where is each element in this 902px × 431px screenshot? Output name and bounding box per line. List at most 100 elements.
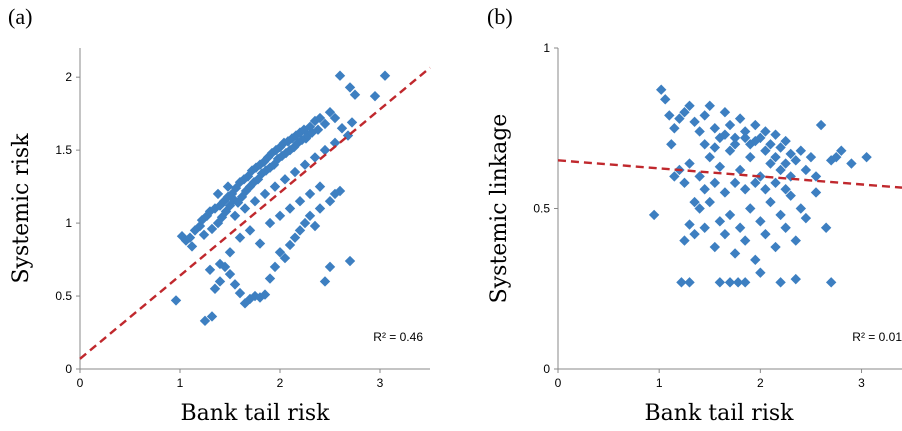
data-point [224,247,236,258]
data-point [790,155,801,166]
data-point [234,287,246,299]
data-point [760,126,771,137]
data-point [785,190,796,201]
data-point [760,228,771,240]
data-point [304,210,316,221]
r-squared-annotation: R² = 0.46 [373,330,423,344]
y-axis-title: Systemic risk [9,133,34,284]
data-point [294,196,306,207]
data-point [224,268,236,280]
x-axis-title: Bank tail risk [645,401,795,426]
data-point [329,188,341,200]
data-point [180,235,192,246]
data-point [734,222,746,233]
data-point [861,151,872,163]
y-axis-title: Systemic linkage [487,114,512,304]
data-point [669,123,680,134]
chart-panel-b: 0 0.5 1 0 1 2 3 R² = 0.01 Bank tail risk Systemic… [487,41,902,426]
data-point [660,94,671,105]
data-point [656,84,667,95]
data-point [679,177,690,189]
data-point [236,191,248,203]
data-point [734,164,746,176]
data-point [648,209,660,221]
data-point [704,151,715,163]
data-point [304,188,316,200]
y-tick-label: 0.5 [533,202,550,216]
x-tick-label: 0 [555,376,562,390]
data-point [785,148,796,160]
data-point [755,216,766,227]
data-point [745,151,756,163]
data-point [314,112,326,124]
data-point [336,123,348,134]
data-point [349,89,361,100]
data-point [689,116,700,128]
data-point [815,119,827,131]
data-point [309,152,321,163]
data-point [198,229,210,240]
data-point [729,248,741,259]
data-point [249,196,261,207]
data-point [269,181,281,192]
data-point [724,119,736,131]
data-point [719,107,731,118]
data-point [709,241,721,253]
data-point [216,212,228,223]
data-point [709,177,721,189]
data-point [719,187,731,198]
data-point [694,171,705,182]
data-point [714,216,726,227]
data-point [790,273,801,285]
data-point [810,187,822,198]
data-point [724,277,736,288]
data-point [369,90,381,102]
data-point [689,196,700,208]
data-point [820,222,832,233]
data-point [775,277,786,288]
data-point [344,255,356,267]
data-point [709,123,721,134]
data-point [669,171,680,182]
data-point [199,315,211,327]
data-point [679,235,690,246]
x-tick-label: 2 [757,376,764,390]
data-point [284,203,296,214]
data-point [805,151,817,163]
data-point [334,70,346,81]
data-point [795,145,807,156]
data-point [780,158,791,169]
data-point [765,158,776,169]
data-point [228,194,240,205]
data-point [704,100,715,111]
data-point [755,267,766,278]
data-point [729,177,741,189]
data-point [306,127,318,138]
data-point [750,254,761,266]
data-point [810,171,822,182]
data-point [212,188,224,200]
data-point [714,161,726,172]
data-point [346,117,358,128]
data-point [344,82,356,93]
data-point [220,206,232,217]
data-point [219,261,231,273]
data-point [229,279,241,290]
data-point [831,151,842,163]
data-point [739,132,751,144]
data-point [689,228,700,240]
data-point [289,166,301,178]
data-point [289,232,301,243]
data-point [694,203,705,214]
data-point [780,222,791,233]
data-point [704,196,715,208]
data-point [739,126,751,137]
data-point [329,137,341,149]
data-point [732,277,744,288]
data-point [770,241,781,253]
data-point [684,158,695,169]
data-point [214,258,226,270]
data-point [229,210,241,221]
data-point [836,145,847,156]
data-point [314,181,326,192]
